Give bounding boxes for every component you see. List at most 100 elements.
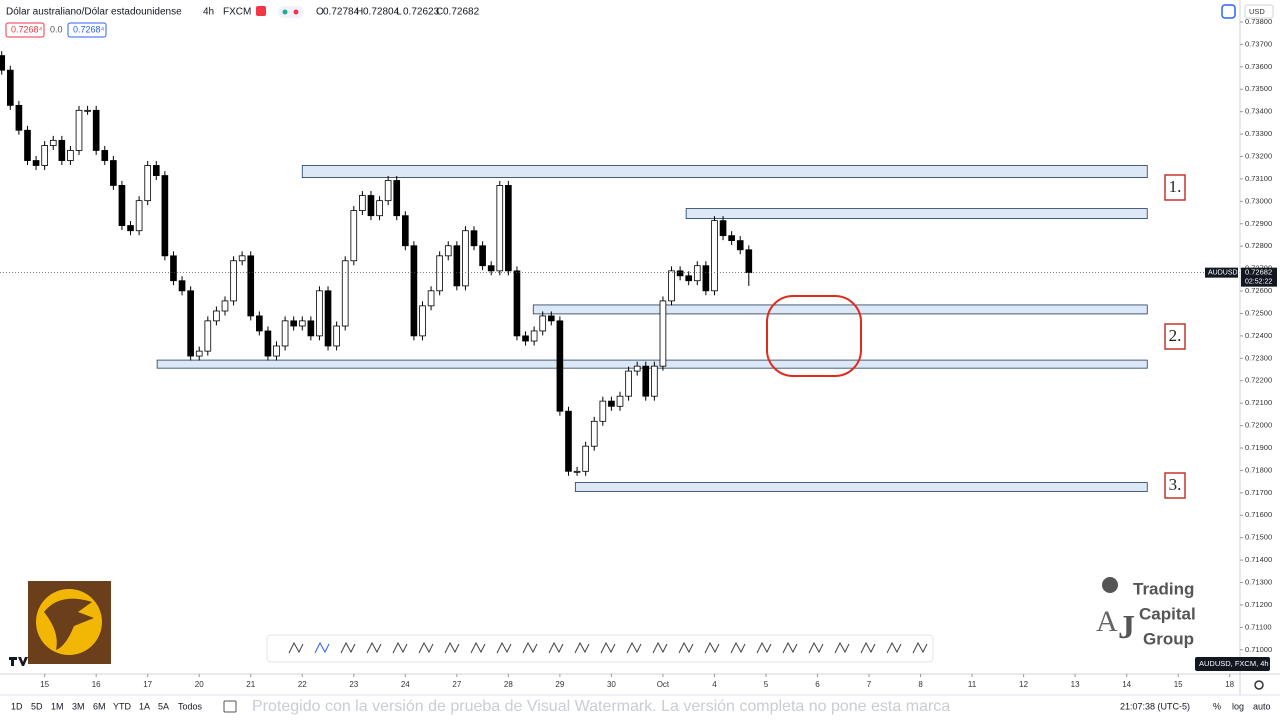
tool-icon[interactable] xyxy=(808,641,824,654)
x-tick-label: 18 xyxy=(1225,680,1234,689)
brand-line: Trading xyxy=(1133,579,1194,598)
date-range-icon[interactable] xyxy=(223,700,237,713)
candle-body xyxy=(84,109,91,112)
range-button[interactable]: 5A xyxy=(158,701,169,711)
auto-toggle[interactable]: auto xyxy=(1253,701,1271,711)
tool-icon[interactable] xyxy=(600,641,616,654)
symbol-name: Dólar australiano/Dólar estadounidense xyxy=(6,7,182,18)
tool-icon[interactable] xyxy=(574,641,590,654)
tool-icon[interactable] xyxy=(392,641,408,654)
x-tick-label: 17 xyxy=(143,680,152,689)
tool-icon[interactable] xyxy=(652,641,668,654)
exchange: FXCM xyxy=(223,7,251,18)
x-tick-label: 29 xyxy=(555,680,564,689)
candle-body xyxy=(573,470,581,473)
candle-body xyxy=(247,255,255,317)
candle-body xyxy=(693,265,701,282)
tradingview-logo[interactable] xyxy=(9,657,28,666)
x-tick-label: 4 xyxy=(712,680,717,689)
ohlc-label: C xyxy=(436,7,443,18)
tool-icon[interactable] xyxy=(288,641,304,654)
candle-body xyxy=(24,129,31,161)
candle-body xyxy=(608,400,615,407)
logo-ball xyxy=(1102,577,1118,593)
candle-body xyxy=(711,220,718,292)
candle-body xyxy=(444,245,452,257)
candle-body xyxy=(719,220,727,237)
flag-icon[interactable] xyxy=(256,6,266,16)
range-button[interactable]: 3M xyxy=(72,701,85,711)
candle-body xyxy=(333,325,340,347)
candle-body xyxy=(470,230,478,247)
candle-body xyxy=(298,320,306,327)
tool-icon[interactable] xyxy=(730,641,746,654)
candle-body xyxy=(496,185,504,272)
candle-body xyxy=(676,270,684,277)
brand-line: Group xyxy=(1143,629,1194,648)
candle-body xyxy=(204,320,212,352)
candle-body xyxy=(547,315,555,322)
tool-icon[interactable] xyxy=(496,641,512,654)
tool-icon[interactable] xyxy=(860,641,876,654)
tool-icon[interactable] xyxy=(834,641,850,654)
y-tick-label: 0.72000 xyxy=(1245,421,1272,430)
candle-body xyxy=(32,160,40,166)
settings-icon[interactable] xyxy=(1254,680,1264,690)
candle-body xyxy=(659,300,667,367)
buy-box[interactable] xyxy=(67,22,107,38)
tool-icon[interactable] xyxy=(678,641,694,654)
tool-icon[interactable] xyxy=(548,641,564,654)
tool-icon[interactable] xyxy=(340,641,356,654)
drawing-toolbar xyxy=(266,634,934,663)
tool-icon[interactable] xyxy=(444,641,460,654)
candle-body xyxy=(135,200,143,232)
currency-button[interactable] xyxy=(1244,4,1274,19)
status-dot xyxy=(282,9,288,15)
log-toggle[interactable]: log xyxy=(1232,701,1244,711)
candle-body xyxy=(745,249,753,274)
bid-price: 0.7268⁴ xyxy=(11,24,43,34)
logo-letters: A xyxy=(1096,605,1118,638)
tool-icon[interactable] xyxy=(756,641,772,654)
range-button[interactable]: 1A xyxy=(139,701,150,711)
candle-body xyxy=(393,180,401,217)
candle-body xyxy=(264,330,272,357)
candle-body xyxy=(316,290,323,337)
tool-icon[interactable] xyxy=(418,641,434,654)
tool-icon[interactable] xyxy=(314,641,330,654)
range-button[interactable]: Todos xyxy=(178,701,203,711)
y-tick-label: 0.73100 xyxy=(1245,174,1272,183)
y-tick-label: 0.73400 xyxy=(1245,107,1272,116)
y-tick-label: 0.73700 xyxy=(1245,39,1272,48)
percent-toggle[interactable]: % xyxy=(1213,701,1221,711)
status-pill xyxy=(278,6,304,18)
tool-icon[interactable] xyxy=(470,641,486,654)
candle-body xyxy=(230,260,237,302)
sell-box[interactable] xyxy=(5,22,45,38)
tool-icon[interactable] xyxy=(782,641,798,654)
y-tick-label: 0.73500 xyxy=(1245,84,1272,93)
compare-button[interactable] xyxy=(1221,4,1236,19)
symbol-tag-box xyxy=(1205,267,1238,278)
zone-label: 1. xyxy=(1169,177,1182,196)
candle-body xyxy=(668,270,675,302)
candle-body xyxy=(419,305,426,337)
candle-body xyxy=(170,255,177,282)
zone xyxy=(574,482,1148,492)
tool-icon[interactable] xyxy=(886,641,902,654)
candle-body xyxy=(453,245,461,287)
range-button[interactable]: YTD xyxy=(113,701,132,711)
range-button[interactable]: 5D xyxy=(31,701,43,711)
tool-icon[interactable] xyxy=(704,641,720,654)
tool-icon[interactable] xyxy=(522,641,538,654)
range-button[interactable]: 6M xyxy=(93,701,106,711)
tool-icon[interactable] xyxy=(912,641,928,654)
range-button[interactable]: 1M xyxy=(51,701,64,711)
range-button[interactable]: 1D xyxy=(11,701,23,711)
candle-body xyxy=(685,275,693,282)
y-tick-label: 0.73000 xyxy=(1245,196,1272,205)
tool-icon[interactable] xyxy=(626,641,642,654)
tool-icon[interactable] xyxy=(366,641,382,654)
clock: 21:07:38 (UTC-5) xyxy=(1120,701,1190,711)
series-tag: AUDUSD, FXCM, 4h xyxy=(1199,659,1269,668)
